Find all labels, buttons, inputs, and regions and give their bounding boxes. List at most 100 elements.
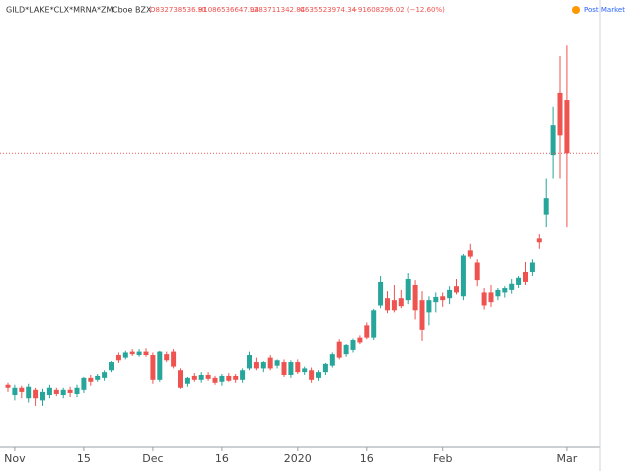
- symbol: GILD*LAKE*CLX*MRNA*ZM: [6, 6, 114, 15]
- candle-body: [509, 283, 515, 290]
- x-tick-label: Mar: [557, 452, 578, 465]
- candle-body: [385, 298, 390, 311]
- candle-body: [260, 362, 266, 369]
- candle-body: [212, 377, 218, 383]
- candle-body: [81, 377, 87, 390]
- candle-body: [481, 292, 487, 306]
- candle-body: [288, 362, 294, 375]
- candle-body: [95, 375, 101, 380]
- close-value: C635523974.34: [300, 6, 357, 14]
- candle-body: [460, 255, 466, 297]
- x-tick-label: Dec: [142, 452, 163, 465]
- candle-body: [336, 341, 342, 358]
- candle-body: [253, 362, 259, 369]
- candle-body: [502, 288, 508, 293]
- candle-body: [88, 377, 94, 382]
- candle-body: [26, 386, 32, 399]
- change-value: −91608296.02 (−12.60%): [352, 6, 445, 14]
- candle-body: [309, 370, 315, 380]
- x-tick-label: 15: [77, 452, 91, 465]
- candle-body: [150, 355, 156, 380]
- candle-body: [274, 360, 280, 366]
- candle-body: [164, 354, 170, 361]
- candle-body: [371, 310, 377, 338]
- candle-body: [550, 125, 556, 156]
- x-tick-label: 16: [215, 452, 229, 465]
- candle-body: [115, 355, 121, 361]
- candle-body: [419, 300, 425, 330]
- candle-body: [543, 198, 549, 215]
- candle-body: [33, 389, 39, 399]
- candle-body: [412, 284, 418, 311]
- candle-body: [295, 362, 301, 373]
- candle-body: [178, 370, 183, 388]
- candle-body: [219, 375, 225, 382]
- candle-body: [102, 372, 108, 378]
- candle-body: [74, 387, 80, 394]
- open-value: O832738536.91: [150, 6, 207, 14]
- low-value: L283711342.84: [250, 6, 306, 14]
- candle-body: [474, 262, 480, 281]
- candle-body: [364, 325, 370, 338]
- candle-body: [557, 92, 563, 136]
- candle-body: [267, 357, 273, 369]
- x-tick-label: 16: [360, 452, 374, 465]
- exchange: Cboe BZX: [112, 6, 152, 15]
- x-tick-label: Nov: [4, 452, 26, 465]
- candle-body: [329, 354, 335, 366]
- candle-body: [53, 389, 59, 394]
- candle-body: [240, 370, 246, 380]
- candle-body: [226, 375, 232, 381]
- candle-body: [60, 389, 66, 396]
- candle-body: [143, 351, 149, 356]
- candle-body: [391, 300, 397, 311]
- candle-body: [398, 298, 404, 307]
- candle-body: [322, 363, 328, 373]
- x-tick-label: 2020: [284, 452, 312, 465]
- candle-body: [447, 289, 453, 299]
- candle-body: [198, 374, 204, 380]
- plot-area: [0, 45, 600, 406]
- candle-body: [136, 351, 142, 356]
- x-tick-label: Feb: [433, 452, 452, 465]
- candle-body: [350, 340, 356, 350]
- candle-body: [40, 391, 45, 401]
- candle-body: [433, 296, 439, 303]
- candle-body: [523, 271, 528, 282]
- candle-body: [109, 362, 114, 371]
- candle-body: [12, 387, 18, 396]
- candle-body: [233, 375, 239, 380]
- candle-body: [129, 351, 135, 355]
- candle-body: [205, 374, 211, 379]
- candle-body: [46, 387, 52, 396]
- candle-body: [5, 384, 11, 388]
- candle-body: [495, 289, 501, 297]
- candle-body: [171, 351, 177, 367]
- candle-body: [247, 355, 252, 369]
- candle-body: [302, 368, 308, 373]
- candle-body: [122, 352, 128, 358]
- candle-body: [316, 372, 321, 378]
- candle-body: [184, 377, 190, 384]
- candle-body: [488, 292, 494, 303]
- candle-body: [440, 296, 446, 301]
- candle-body: [19, 387, 25, 392]
- candle-body: [405, 278, 411, 301]
- candle-body: [378, 281, 384, 306]
- status-icon: [572, 6, 580, 14]
- candle-body: [281, 362, 287, 375]
- candle-body: [564, 100, 570, 154]
- candle-body: [67, 389, 73, 393]
- candle-body: [467, 250, 473, 257]
- candle-body: [426, 300, 432, 313]
- candle-body: [157, 351, 163, 380]
- market-status: Post Market: [584, 6, 625, 14]
- candle-body: [516, 277, 522, 285]
- candle-body: [536, 238, 542, 243]
- candle-body: [343, 344, 349, 355]
- candle-body: [357, 337, 363, 343]
- candle-body: [191, 375, 197, 380]
- candle-body: [454, 286, 459, 293]
